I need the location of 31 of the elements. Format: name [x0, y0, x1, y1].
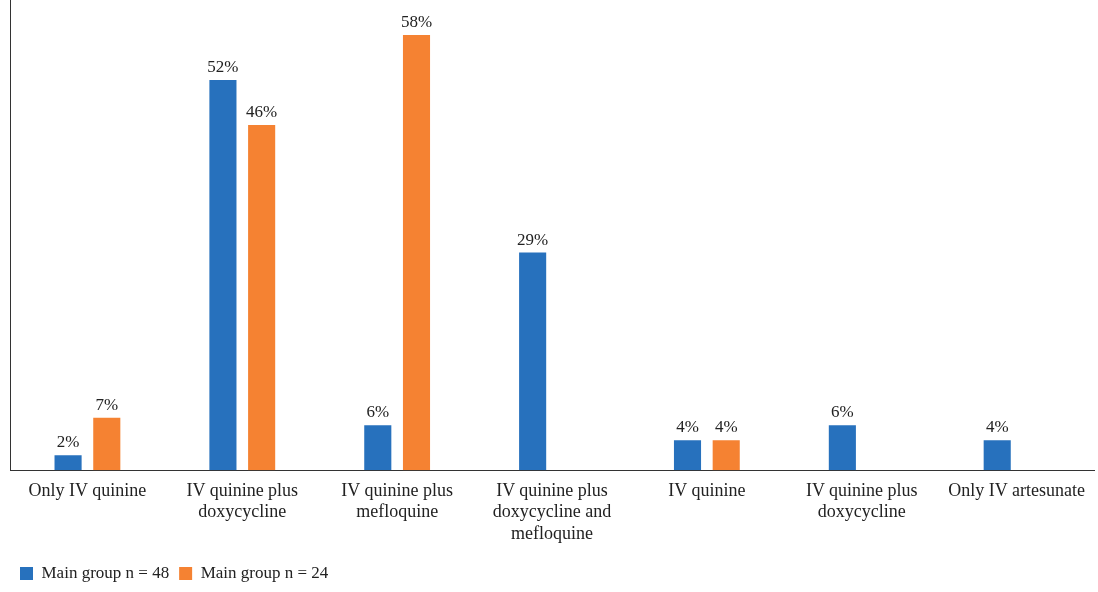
bar: [712, 440, 740, 471]
data-label: 2%: [56, 432, 80, 452]
bar: [54, 455, 82, 471]
bar: [673, 440, 702, 471]
legend-label: Main group n = 24: [200, 562, 329, 582]
x-tick-label: Only IV artesunate: [948, 479, 1085, 500]
bar: [519, 252, 547, 471]
x-tick-label: IV quinine plus mefloquine: [341, 479, 453, 522]
bar: [93, 417, 121, 471]
x-tick-label: Only IV quinine: [28, 479, 147, 500]
x-tick-label: IV quinine plus doxycycline: [186, 479, 299, 522]
data-label: 52%: [207, 57, 239, 76]
bar: [828, 425, 856, 471]
data-label: 4%: [714, 417, 738, 437]
x-tick-label: IV quinine plus doxycycline and mefloquine: [492, 479, 612, 543]
x-tick-label: IV quinine plus doxycycline: [805, 479, 918, 522]
bar: [248, 125, 276, 471]
data-label: 4%: [985, 417, 1009, 437]
bar: [402, 35, 431, 471]
x-tick-label: IV quinine: [668, 479, 746, 500]
bar: [364, 425, 392, 471]
data-label: 29%: [517, 229, 549, 249]
data-label: 6%: [366, 402, 390, 422]
data-label: 46%: [246, 102, 278, 122]
bar: [209, 80, 237, 471]
data-label: 6%: [831, 402, 854, 422]
data-label: 4%: [676, 417, 699, 437]
bar: [983, 440, 1011, 471]
legend-label: Main group n = 48: [41, 562, 170, 582]
data-label: 7%: [95, 394, 119, 414]
data-label: 58%: [400, 11, 433, 31]
